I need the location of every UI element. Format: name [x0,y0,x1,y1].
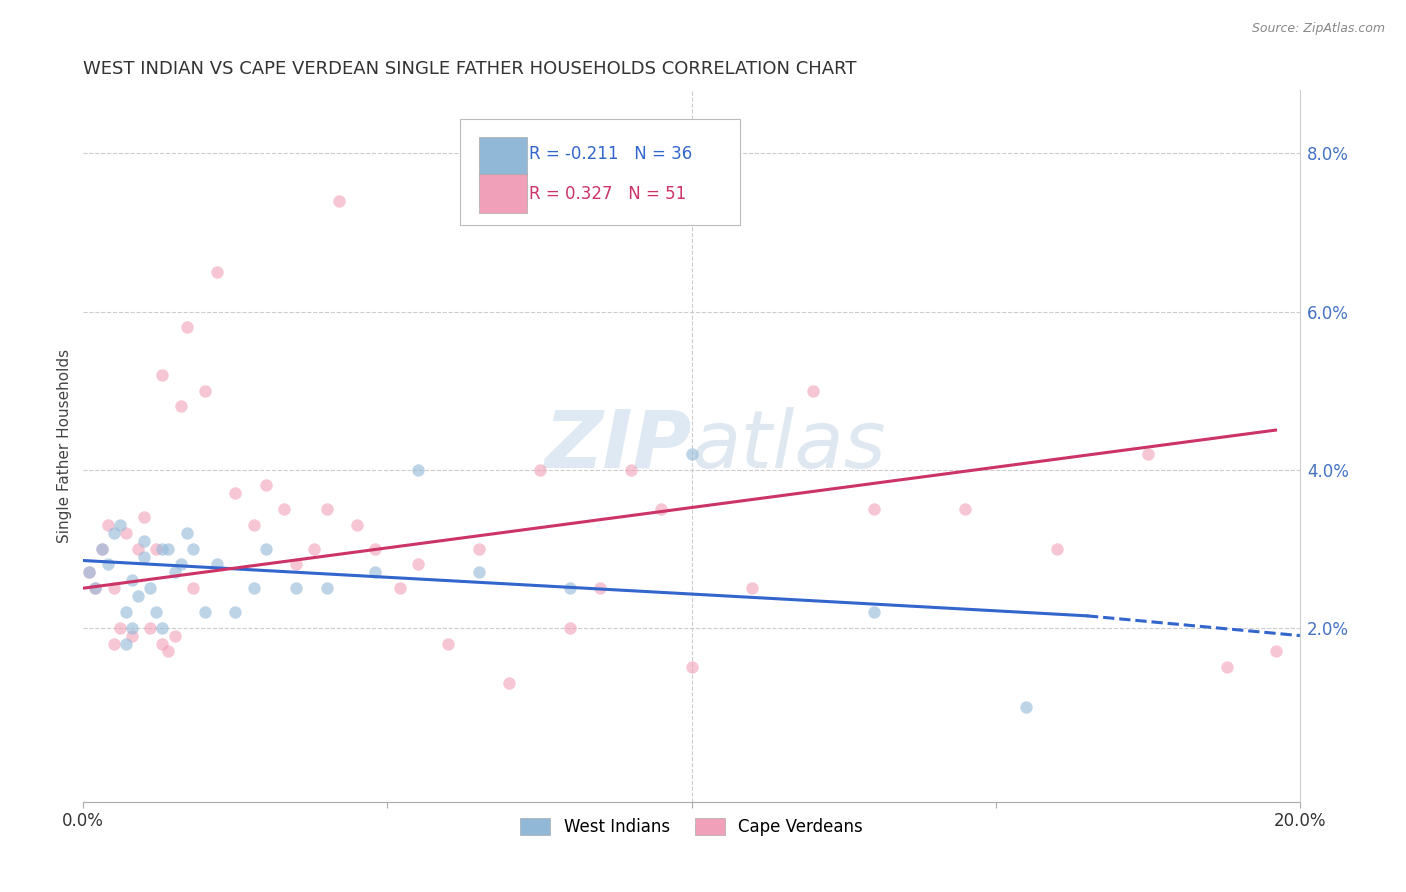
Point [406,558,429,572]
Point [254,541,277,556]
Point [558,621,581,635]
Point [388,581,411,595]
Point [364,566,387,580]
Point [121,621,143,635]
Point [121,574,143,588]
Legend: West Indians, Cape Verdeans: West Indians, Cape Verdeans [513,812,869,843]
Point [529,462,551,476]
Point [1015,699,1038,714]
Point [90,541,112,556]
Point [145,541,167,556]
Point [364,541,387,556]
Point [1045,541,1067,556]
Point [315,502,337,516]
Point [194,605,217,619]
Point [90,541,112,556]
Point [115,525,138,540]
Point [108,621,131,635]
Point [205,265,228,279]
Point [150,636,173,650]
Point [242,518,264,533]
Point [681,660,703,674]
Point [315,581,337,595]
Point [97,518,120,533]
Point [84,581,107,595]
Point [467,566,489,580]
Point [558,581,581,595]
Point [181,581,204,595]
Point [145,605,167,619]
Point [194,384,217,398]
Point [169,558,191,572]
Point [741,581,763,595]
Point [801,384,824,398]
Point [285,558,308,572]
Point [103,525,125,540]
Point [157,541,180,556]
Point [242,581,264,595]
Point [1136,447,1159,461]
Point [108,518,131,533]
Point [79,566,101,580]
FancyBboxPatch shape [460,119,740,226]
Point [1264,644,1286,658]
Point [181,541,204,556]
Point [346,518,368,533]
Text: ZIP: ZIP [544,407,692,485]
Point [121,629,143,643]
Point [1216,660,1239,674]
Point [205,558,228,572]
Point [498,676,520,690]
Point [437,636,460,650]
Y-axis label: Single Father Households: Single Father Households [58,349,72,543]
Point [127,541,149,556]
Point [863,605,886,619]
Point [150,368,173,382]
Point [150,621,173,635]
Point [224,605,246,619]
Point [139,621,162,635]
Point [127,589,149,603]
Point [254,478,277,492]
Point [406,462,429,476]
FancyBboxPatch shape [478,136,527,176]
Point [224,486,246,500]
Point [134,549,156,564]
Point [589,581,612,595]
Point [157,644,180,658]
Point [139,581,162,595]
Point [650,502,672,516]
Point [134,533,156,548]
Point [328,194,350,208]
Point [150,541,173,556]
Point [103,636,125,650]
Point [169,400,191,414]
Point [115,636,138,650]
Point [163,629,186,643]
Point [176,525,198,540]
Point [863,502,886,516]
Point [681,447,703,461]
Text: atlas: atlas [692,407,886,485]
FancyBboxPatch shape [478,174,527,213]
Point [134,510,156,524]
Point [955,502,977,516]
Text: Source: ZipAtlas.com: Source: ZipAtlas.com [1251,22,1385,36]
Point [84,581,107,595]
Point [97,558,120,572]
Text: WEST INDIAN VS CAPE VERDEAN SINGLE FATHER HOUSEHOLDS CORRELATION CHART: WEST INDIAN VS CAPE VERDEAN SINGLE FATHE… [83,60,856,78]
Point [467,541,489,556]
Point [176,320,198,334]
Point [285,581,308,595]
Point [273,502,295,516]
Text: R = 0.327   N = 51: R = 0.327 N = 51 [529,186,686,203]
Point [79,566,101,580]
Point [103,581,125,595]
Point [304,541,326,556]
Point [115,605,138,619]
Point [163,566,186,580]
Point [620,462,643,476]
Text: R = -0.211   N = 36: R = -0.211 N = 36 [529,145,692,163]
